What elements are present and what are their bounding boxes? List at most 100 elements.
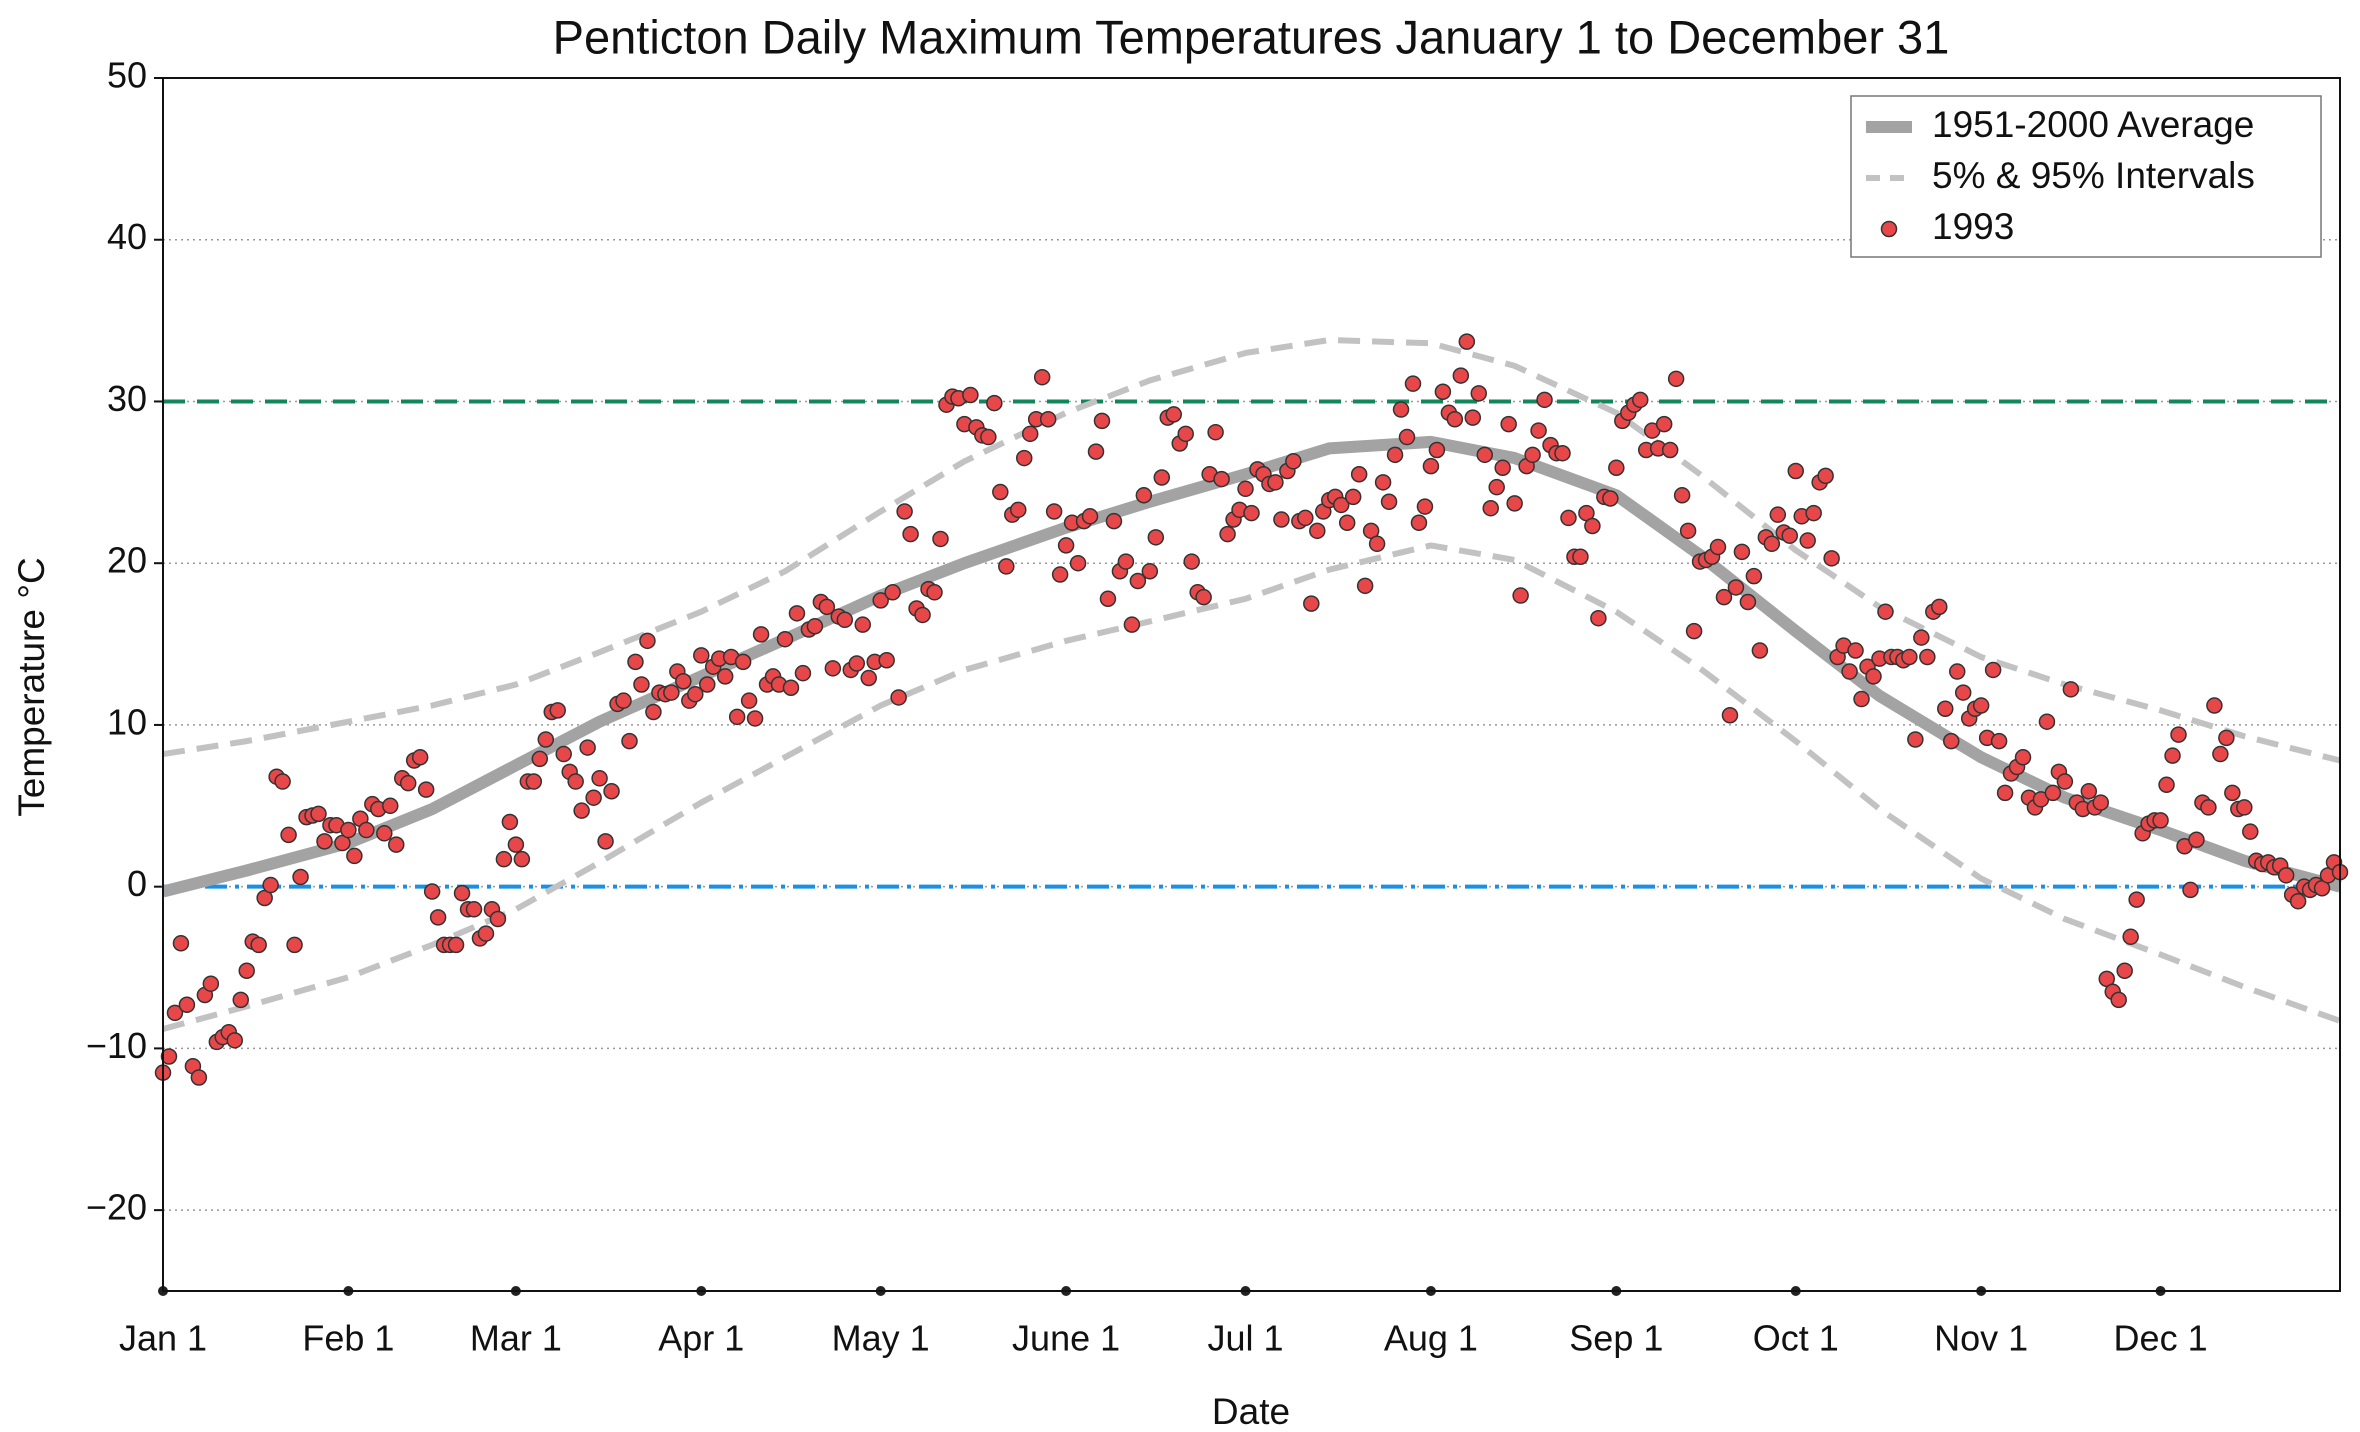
data-point [1428, 441, 1446, 459]
data-point [310, 805, 327, 823]
data-point [2080, 782, 2098, 800]
data-point [788, 605, 806, 622]
data-point [1931, 598, 1948, 616]
y-axis-label: Temperature °C [11, 557, 52, 817]
data-point [794, 664, 812, 682]
data-point [537, 731, 555, 748]
data-point [1051, 566, 1069, 583]
data-point [1057, 537, 1075, 554]
data-point [1655, 415, 1673, 433]
x-tick-label: May 1 [832, 1318, 930, 1359]
data-point [1404, 375, 1422, 392]
data-point [1751, 642, 1769, 659]
legend-box [1850, 95, 2322, 258]
data-point [477, 925, 495, 942]
x-tick-label: Mar 1 [470, 1318, 562, 1359]
data-point [358, 821, 375, 839]
data-point [1386, 446, 1404, 464]
data-point [399, 774, 417, 792]
data-point [238, 962, 255, 980]
data-point [1823, 550, 1840, 567]
data-point [806, 618, 824, 635]
data-point [1901, 648, 1918, 666]
data-point [1243, 504, 1260, 522]
x-tick-label: Sep 1 [1569, 1318, 1663, 1359]
data-point [1679, 522, 1697, 540]
data-point [2152, 812, 2169, 829]
data-point [1285, 453, 1302, 470]
data-point [675, 673, 692, 690]
data-point [280, 826, 297, 844]
data-point [2128, 891, 2145, 908]
data-point [286, 936, 303, 954]
data-point [1554, 444, 1571, 462]
data-point [2116, 962, 2133, 980]
data-point [316, 833, 333, 850]
data-point [860, 669, 877, 687]
x-tick-label: Feb 1 [302, 1318, 394, 1359]
data-point [1602, 490, 1619, 507]
data-point [2038, 713, 2056, 730]
x-tick-label: Dec 1 [2114, 1318, 2208, 1359]
data-point [531, 750, 549, 768]
series-line [161, 435, 2342, 898]
data-point [1195, 588, 1212, 606]
data-point [1297, 509, 1314, 527]
data-point [2044, 784, 2062, 802]
data-point [986, 394, 1003, 412]
data-point [1010, 501, 1027, 519]
data-point [549, 702, 566, 719]
data-point [914, 606, 931, 624]
data-point [340, 821, 357, 839]
x-tick-label: June 1 [1012, 1318, 1120, 1359]
chart-title: Penticton Daily Maximum Temperatures Jan… [553, 10, 1950, 63]
data-point [2206, 697, 2223, 714]
data-point [1763, 535, 1781, 553]
data-point [1996, 784, 2014, 802]
y-tick-label: 0 [127, 863, 147, 904]
plot-frame [162, 77, 2341, 1292]
data-point [1464, 409, 1482, 426]
data-point [447, 936, 465, 954]
data-point [1482, 499, 1499, 517]
data-point [872, 592, 889, 609]
data-point [250, 936, 267, 954]
data-point [1709, 538, 1727, 556]
data-point [1446, 411, 1464, 428]
data-point [1141, 563, 1159, 580]
legend-marker [1880, 220, 1898, 238]
data-point [1416, 498, 1434, 515]
data-point [346, 847, 363, 865]
y-tick-label: 10 [107, 701, 147, 742]
data-point [417, 781, 435, 798]
data-point [1799, 532, 1816, 549]
data-point [818, 598, 836, 616]
data-point [429, 909, 447, 926]
data-point [555, 745, 572, 763]
data-point [1303, 595, 1320, 612]
data-point [1817, 467, 1834, 485]
data-point [603, 782, 620, 800]
data-point [1105, 512, 1123, 530]
data-point [1512, 587, 1529, 604]
data-point [1590, 609, 1607, 627]
data-point [1380, 493, 1398, 510]
data-point [2224, 784, 2241, 802]
data-point [226, 1032, 244, 1049]
y-tick-label: 50 [107, 55, 147, 96]
data-point [1632, 391, 1649, 409]
data-point [567, 773, 584, 790]
data-point [627, 653, 644, 671]
data-point [1787, 462, 1804, 480]
data-point [2200, 799, 2217, 816]
data-point [824, 660, 842, 677]
data-point [1715, 588, 1733, 606]
x-tick-label: Oct 1 [1753, 1318, 1839, 1359]
data-point [1488, 478, 1505, 496]
data-point [1350, 465, 1368, 483]
data-point [1841, 663, 1858, 680]
data-point [663, 684, 680, 701]
x-tick-label: Nov 1 [1934, 1318, 2028, 1359]
data-point [1494, 459, 1511, 477]
data-point [1165, 406, 1182, 423]
